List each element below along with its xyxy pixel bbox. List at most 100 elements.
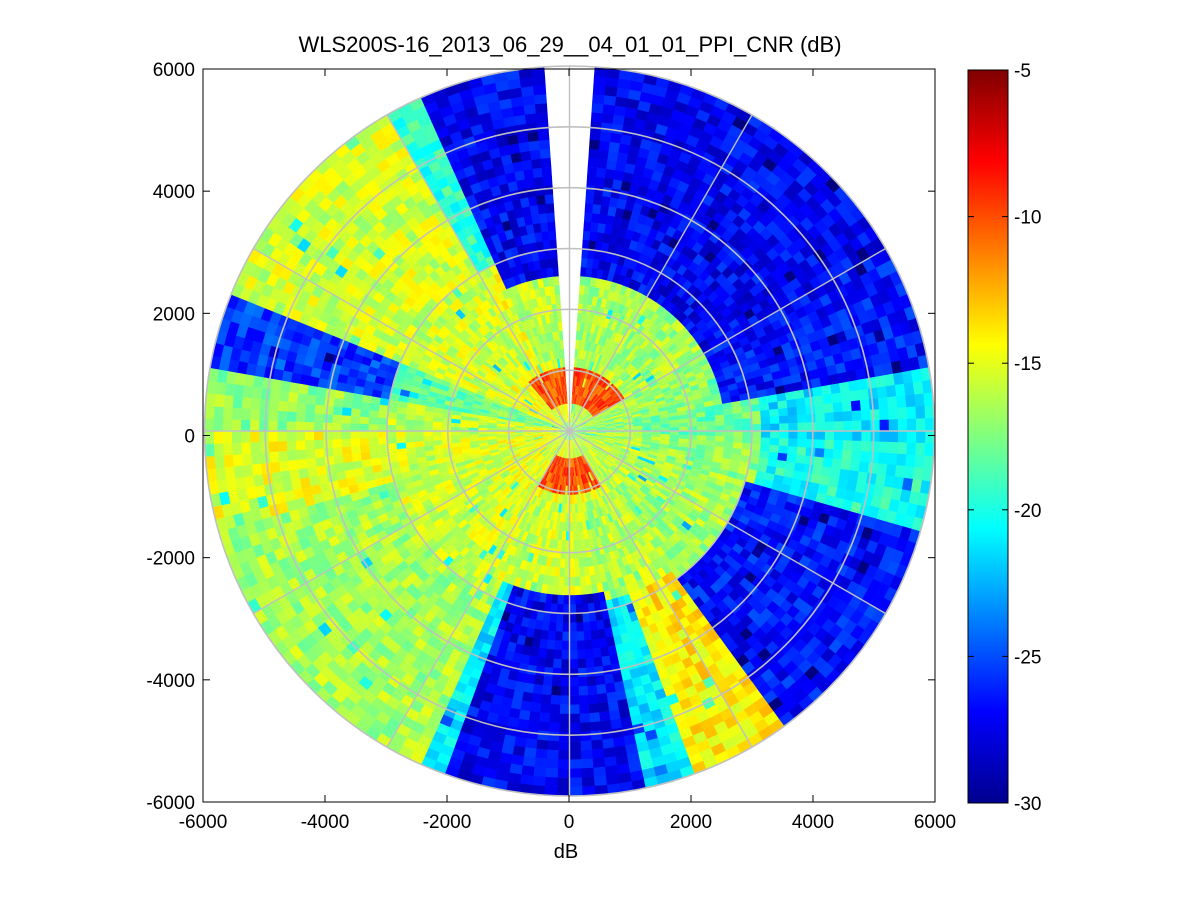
ppi-cell — [623, 417, 633, 422]
ppi-cell — [639, 351, 649, 362]
ppi-cell — [819, 475, 831, 487]
ppi-cell — [633, 423, 643, 427]
ppi-cell — [620, 371, 629, 381]
ppi-cell — [573, 404, 578, 414]
ppi-cell — [867, 342, 880, 357]
ppi-cell — [561, 649, 570, 660]
ppi-cell — [587, 433, 597, 436]
ppi-cell — [713, 403, 724, 411]
ppi-cell — [579, 576, 586, 587]
ppi-cell — [730, 394, 741, 403]
ppi-cell — [783, 349, 796, 361]
ppi-cell — [712, 398, 723, 406]
ppi-cell — [822, 457, 833, 469]
ppi-cell — [622, 337, 631, 348]
ppi-cell — [673, 188, 686, 202]
ppi-cell — [616, 367, 625, 377]
ppi-cell — [723, 441, 734, 449]
ppi-cell — [584, 203, 594, 214]
ppi-cell — [587, 685, 598, 696]
ppi-cell — [852, 357, 865, 371]
ppi-cell — [725, 284, 738, 297]
ppi-cell — [617, 324, 626, 335]
ppi-cell — [759, 450, 770, 460]
ppi-cell — [897, 500, 909, 516]
ppi-cell — [705, 445, 715, 452]
ppi-cell — [679, 382, 690, 391]
ppi-cell — [842, 440, 853, 451]
ppi-cell — [654, 462, 665, 469]
ppi-cell — [758, 395, 769, 405]
ppi-cell — [578, 434, 587, 438]
ppi-cell — [894, 335, 907, 350]
ppi-cell — [614, 283, 623, 294]
ppi-cell — [837, 371, 849, 384]
ppi-cell — [702, 485, 714, 495]
ppi-cell — [579, 408, 586, 417]
ppi-cell — [605, 423, 615, 426]
ppi-cell — [603, 394, 612, 402]
ppi-cell — [638, 451, 649, 457]
ppi-cell — [571, 412, 574, 423]
ppi-cell — [677, 494, 689, 504]
ppi-cell — [631, 467, 641, 475]
ppi-cell — [801, 379, 813, 390]
ppi-cell — [696, 439, 707, 446]
ppi-cell — [814, 219, 829, 235]
ppi-cell — [560, 668, 570, 678]
ppi-cell — [618, 69, 634, 81]
ppi-cell — [759, 402, 770, 412]
ppi-cell — [635, 460, 645, 468]
ppi-cell — [623, 419, 634, 424]
ppi-cell — [800, 343, 813, 356]
ppi-cell — [672, 366, 683, 376]
ppi-cell — [615, 427, 625, 430]
ppi-cell — [742, 424, 753, 432]
ppi-cell — [640, 446, 651, 451]
ppi-cell — [885, 337, 898, 352]
ppi-cell — [558, 576, 565, 587]
ppi-cell — [788, 430, 798, 440]
ppi-cell — [592, 203, 602, 215]
ppi-cell — [733, 430, 744, 438]
ppi-cell — [608, 300, 617, 311]
ppi-cell — [596, 268, 604, 280]
ppi-cell — [878, 532, 891, 547]
ppi-cell — [572, 531, 578, 541]
ppi-cell — [677, 410, 688, 416]
ppi-cell — [630, 469, 640, 478]
ppi-cell — [576, 436, 585, 443]
ppi-cell — [711, 296, 724, 308]
ppi-cell — [906, 442, 917, 456]
ppi-cell — [585, 267, 593, 278]
ppi-cell — [603, 673, 615, 685]
ppi-cell — [702, 286, 715, 298]
ppi-cell — [652, 390, 663, 397]
ppi-cell — [717, 532, 729, 544]
ppi-cell — [533, 674, 544, 686]
ppi-cell — [893, 372, 905, 386]
ppi-cell — [753, 477, 765, 487]
ppi-cell — [738, 514, 751, 526]
ppi-cell — [605, 436, 615, 439]
ppi-cell — [816, 168, 833, 184]
ppi-cell — [746, 518, 759, 530]
ppi-cell — [885, 464, 897, 477]
ppi-cell — [689, 470, 700, 478]
ppi-cell — [612, 114, 626, 126]
ppi-cell — [625, 396, 636, 403]
ppi-cell — [648, 322, 658, 334]
ppi-cell — [879, 497, 892, 511]
ppi-cell — [604, 682, 616, 694]
ppi-cell — [895, 308, 909, 325]
ppi-cell — [739, 392, 750, 401]
ppi-cell — [889, 270, 904, 287]
ppi-cell — [803, 267, 818, 282]
ppi-cell — [620, 447, 631, 453]
ppi-cell — [569, 631, 577, 642]
ppi-cell — [675, 159, 689, 173]
ppi-cell — [630, 269, 641, 281]
ppi-cell — [723, 447, 734, 454]
ppi-cell — [849, 221, 865, 238]
ppi-cell — [622, 237, 632, 249]
